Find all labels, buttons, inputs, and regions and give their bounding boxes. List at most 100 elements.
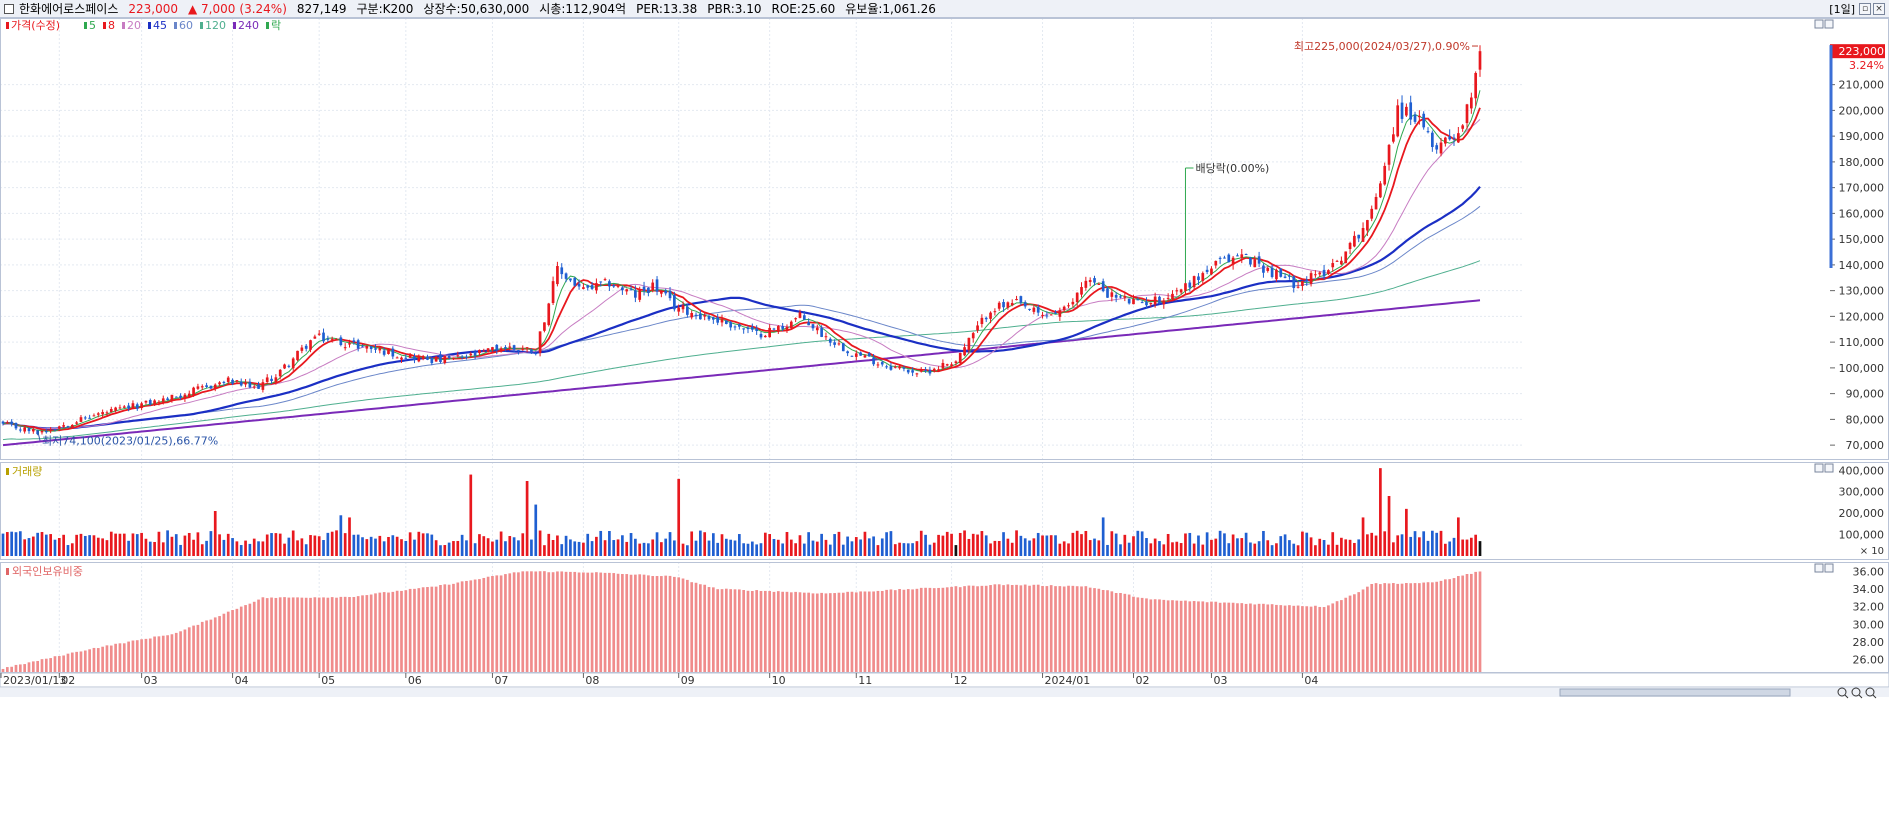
volume-bar bbox=[915, 541, 919, 556]
volume-bar bbox=[70, 543, 74, 556]
foreign-ownership-bar bbox=[1296, 605, 1300, 672]
foreign-ownership-bar bbox=[1084, 586, 1088, 672]
volume-bar bbox=[413, 539, 416, 556]
candle-body bbox=[750, 326, 754, 330]
candle-body bbox=[564, 273, 568, 279]
volume-bar bbox=[612, 540, 616, 556]
candle-body bbox=[1361, 228, 1365, 242]
chart-canvas[interactable]: 가격(수정) 5 8 20 45 60 120 240 락 최고225,000(2024/03/… bbox=[0, 18, 1889, 826]
candle-body bbox=[1262, 265, 1265, 273]
volume-bar bbox=[1032, 538, 1036, 556]
foreign-ownership-bar bbox=[92, 647, 96, 672]
foreign-ownership-bar bbox=[1353, 594, 1356, 672]
period-selector[interactable]: [1일] bbox=[1829, 3, 1855, 16]
candle-body bbox=[1279, 268, 1283, 277]
foreign-ownership-bar bbox=[1240, 603, 1244, 672]
high-price-annotation: 최고225,000(2024/03/27),0.90% bbox=[1294, 40, 1470, 53]
volume-bar bbox=[603, 540, 607, 556]
candle-body bbox=[473, 351, 477, 356]
candle-body bbox=[642, 286, 646, 291]
volume-bar bbox=[27, 538, 31, 556]
candle-body bbox=[1054, 312, 1057, 314]
candle-body bbox=[785, 327, 789, 331]
candle-body bbox=[577, 283, 581, 287]
foreign-ownership-bar bbox=[75, 651, 78, 672]
candle-body bbox=[733, 326, 737, 328]
volume-bar bbox=[400, 539, 403, 556]
foreign-ownership-bar bbox=[330, 597, 334, 672]
volume-bar bbox=[1240, 538, 1244, 556]
candle-body bbox=[1179, 289, 1183, 293]
volume-bar bbox=[560, 544, 564, 556]
maximize-icon[interactable]: ▫ bbox=[1859, 3, 1871, 15]
volume-bar bbox=[352, 534, 356, 556]
foreign-ownership-bar bbox=[950, 586, 953, 672]
volume-bar bbox=[997, 540, 1001, 556]
foreign-ownership-bar bbox=[833, 593, 836, 672]
volume-bar bbox=[716, 542, 720, 556]
candle-body bbox=[789, 321, 793, 329]
candle-body bbox=[205, 385, 208, 388]
foreign-ownership-bar bbox=[1205, 602, 1209, 672]
candle-body bbox=[590, 285, 594, 289]
foreign-ownership-bar bbox=[1218, 602, 1222, 672]
candle-body bbox=[170, 394, 174, 401]
candle-body bbox=[1448, 136, 1452, 140]
bottom-toolbar bbox=[0, 687, 1889, 826]
foreign-ownership-bar bbox=[577, 572, 581, 672]
foreign-ownership-bar bbox=[846, 591, 849, 672]
candle-body bbox=[1370, 208, 1374, 219]
foreign-ownership-bar bbox=[781, 591, 784, 672]
candle-body bbox=[460, 357, 464, 359]
foreign-ownership-bar bbox=[53, 656, 57, 672]
candle-body bbox=[495, 344, 499, 351]
volume-bar bbox=[239, 545, 243, 556]
volume-bar bbox=[967, 538, 971, 556]
volume-bar bbox=[313, 535, 317, 556]
candle-body bbox=[1162, 301, 1166, 305]
candle-body bbox=[690, 312, 694, 318]
candle-body bbox=[647, 287, 650, 293]
candle-body bbox=[699, 313, 702, 320]
candle-body bbox=[573, 278, 577, 286]
candle-body bbox=[1114, 294, 1118, 298]
candle-body bbox=[1465, 104, 1469, 124]
foreign-ownership-bar bbox=[109, 645, 113, 672]
stock-symbol-icon[interactable] bbox=[4, 3, 14, 14]
volume-bar bbox=[348, 517, 351, 556]
foreign-ownership-bar bbox=[1162, 599, 1166, 672]
volume-bar bbox=[1192, 543, 1196, 556]
candle-body bbox=[724, 320, 728, 324]
foreign-ownership-bar bbox=[166, 635, 169, 672]
candle-body bbox=[374, 348, 377, 350]
candle-body bbox=[1456, 133, 1460, 143]
stock-name[interactable]: 한화에어로스페이스 bbox=[19, 2, 119, 16]
candle-body bbox=[1461, 125, 1465, 129]
foreign-ownership-bar bbox=[976, 586, 979, 672]
candle-body bbox=[794, 318, 797, 320]
volume-bar bbox=[101, 538, 104, 556]
volume-bar bbox=[1140, 531, 1144, 556]
candle-body bbox=[863, 355, 867, 358]
volume-legend-swatch bbox=[6, 468, 9, 475]
volume-bar bbox=[1015, 530, 1018, 556]
volume-bar bbox=[1145, 538, 1148, 556]
volume-bar bbox=[447, 542, 451, 556]
candle-body bbox=[1166, 297, 1170, 299]
foreign-ownership-bar bbox=[218, 616, 221, 672]
volume-bar bbox=[170, 536, 174, 556]
candle-body bbox=[278, 369, 282, 377]
volume-bar bbox=[517, 540, 520, 556]
legend-swatch bbox=[200, 22, 203, 29]
foreign-ownership-bar bbox=[400, 590, 403, 672]
foreign-ownership-bar bbox=[1054, 586, 1057, 672]
close-icon[interactable]: × bbox=[1873, 3, 1885, 15]
legend-swatch bbox=[174, 22, 177, 29]
volume-bar bbox=[330, 531, 334, 556]
volume-bar bbox=[525, 481, 529, 556]
volume-bar bbox=[1162, 544, 1166, 556]
volume-bar bbox=[222, 539, 226, 556]
foreign-ownership-bar bbox=[114, 643, 117, 672]
foreign-ownership-bar bbox=[681, 578, 685, 672]
candle-body bbox=[1387, 144, 1391, 165]
